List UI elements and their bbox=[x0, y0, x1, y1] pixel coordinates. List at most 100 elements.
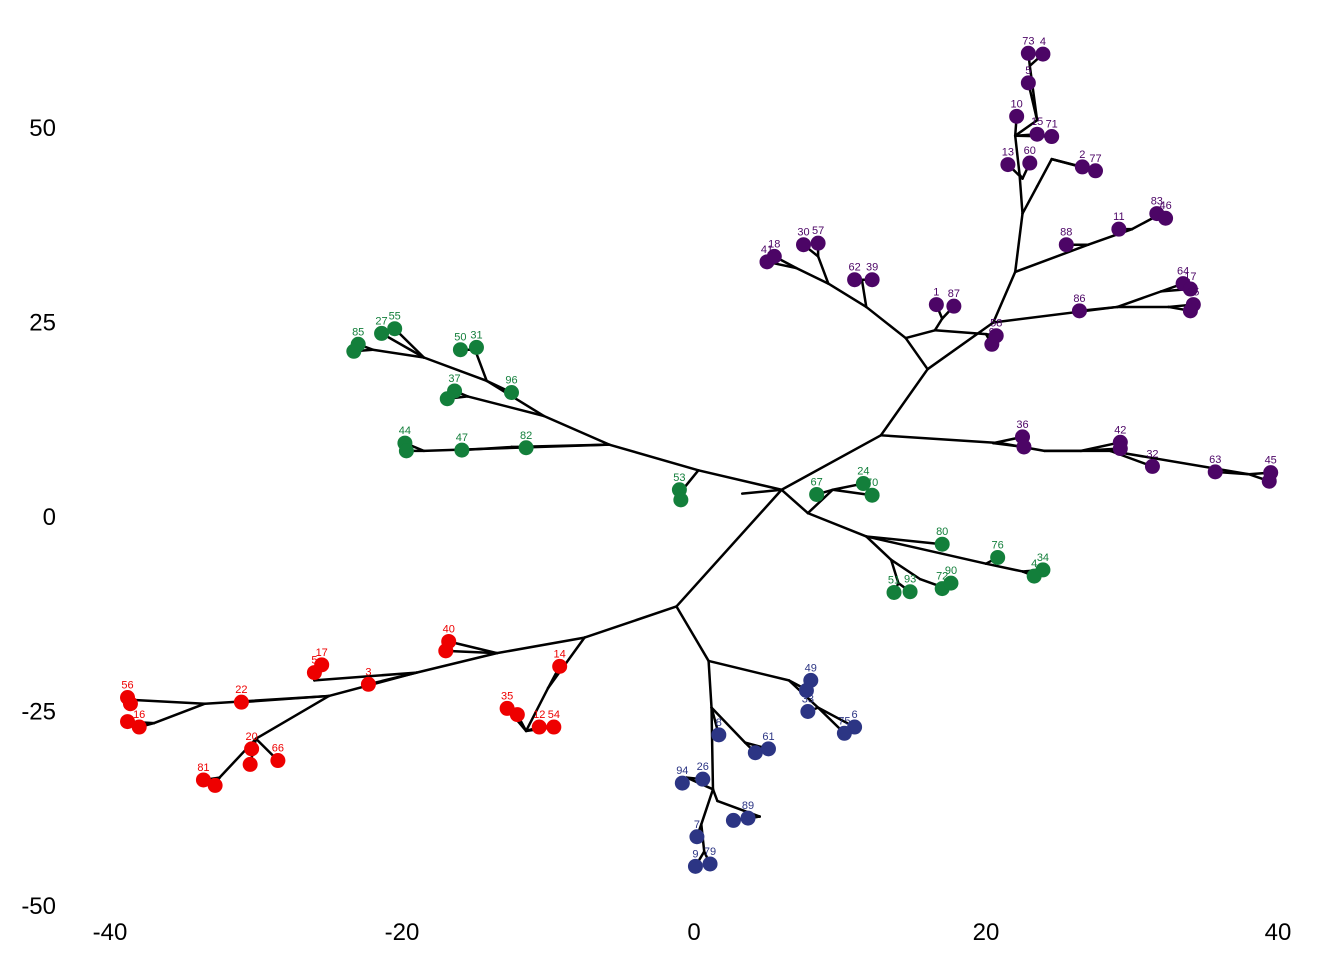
tree-edge bbox=[879, 367, 929, 437]
leaf-label: 10 bbox=[1011, 98, 1023, 110]
leaf-point bbox=[120, 714, 136, 730]
tree-edge bbox=[879, 434, 1002, 445]
tree-edge bbox=[889, 558, 922, 581]
leaf-label: 9 bbox=[692, 848, 698, 860]
leaf-label: 31 bbox=[470, 329, 482, 341]
leaf-point bbox=[1144, 458, 1160, 474]
tree-edge bbox=[152, 702, 207, 725]
leaf-point bbox=[928, 297, 944, 313]
leaf-label: 80 bbox=[936, 526, 948, 538]
leaf-point bbox=[1022, 155, 1038, 171]
leaf-label: 94 bbox=[676, 765, 688, 777]
leaf-edge bbox=[444, 649, 499, 655]
leaf-point bbox=[1112, 441, 1128, 457]
leaf-label: 62 bbox=[848, 262, 860, 274]
leaf-label: 72 bbox=[936, 571, 948, 583]
leaf-point bbox=[1029, 126, 1045, 142]
leaf-label: 7 bbox=[694, 819, 700, 831]
tree-edge bbox=[710, 706, 715, 791]
tree-edge bbox=[313, 671, 418, 682]
leaf-point bbox=[306, 665, 322, 681]
leaf-point bbox=[518, 440, 534, 456]
leaf-point bbox=[531, 719, 547, 735]
leaf-label: 90 bbox=[945, 565, 957, 577]
x-tick-label: 20 bbox=[973, 919, 1000, 946]
leaf-label: 58 bbox=[990, 318, 1002, 330]
tree-edge bbox=[415, 651, 499, 674]
leaf-label: 4 bbox=[1040, 36, 1046, 48]
leaf-point bbox=[122, 696, 138, 712]
tree-edge bbox=[524, 686, 550, 733]
leaf-label: 73 bbox=[1022, 35, 1034, 47]
leaf-label: 56 bbox=[121, 679, 133, 691]
tree-edge bbox=[1108, 449, 1251, 476]
tree-edge bbox=[473, 348, 488, 383]
leaf-point bbox=[195, 772, 211, 788]
leaf-point bbox=[504, 385, 519, 401]
leaf-point bbox=[270, 753, 286, 769]
leaf-edge bbox=[865, 535, 944, 546]
tree-edge bbox=[1018, 173, 1024, 215]
leaf-point bbox=[1111, 221, 1127, 237]
leaf-point bbox=[934, 536, 950, 552]
tree-edge bbox=[1116, 290, 1163, 309]
tree-edge bbox=[254, 694, 331, 740]
y-tick-label: -25 bbox=[21, 699, 56, 726]
tree-edge bbox=[1013, 118, 1039, 138]
leaf-label: 61 bbox=[762, 731, 774, 743]
tree-edge bbox=[422, 356, 488, 383]
x-axis: -40 -20 0 20 40 bbox=[93, 919, 1292, 946]
leaf-point bbox=[689, 829, 705, 845]
leaf-point bbox=[810, 235, 826, 251]
tree-edge bbox=[697, 469, 783, 492]
leaf-label: 3 bbox=[365, 666, 371, 678]
tree-edge bbox=[889, 558, 900, 585]
leaf-label: 51 bbox=[888, 574, 900, 586]
leaf-point bbox=[1074, 159, 1090, 175]
leaf-point bbox=[740, 810, 756, 826]
leaf-point bbox=[766, 248, 782, 264]
leaf-edge bbox=[240, 694, 331, 704]
leaf-point bbox=[864, 272, 880, 288]
leaf-point bbox=[131, 719, 147, 735]
leaf-point bbox=[1000, 157, 1016, 173]
leaf-label: 36 bbox=[1016, 419, 1028, 431]
leaf-label: 53 bbox=[673, 472, 685, 484]
tree-edge bbox=[780, 488, 810, 515]
leaf-label: 47 bbox=[456, 432, 468, 444]
leaf-point bbox=[886, 584, 902, 600]
tree-edge bbox=[904, 329, 937, 340]
tree-edge bbox=[794, 266, 830, 285]
leaf-point bbox=[1207, 464, 1223, 480]
tree-edge bbox=[1013, 134, 1021, 176]
tree-edge bbox=[495, 636, 586, 655]
leaf-label: 82 bbox=[520, 430, 532, 442]
leaf-label: 60 bbox=[1024, 145, 1036, 157]
leaf-point bbox=[711, 727, 727, 743]
tree-edge bbox=[865, 535, 893, 562]
leaf-label: 33 bbox=[802, 694, 814, 706]
leaf-point bbox=[509, 707, 525, 723]
leaf-label: 13 bbox=[1002, 147, 1014, 159]
tree-edge bbox=[827, 282, 868, 309]
leaf-point bbox=[552, 658, 568, 674]
leaf-edge bbox=[380, 332, 426, 359]
leaf-point bbox=[988, 328, 1004, 344]
leaf-point bbox=[695, 771, 711, 787]
tree-edge bbox=[1021, 185, 1039, 215]
points-layer bbox=[120, 45, 1279, 874]
leaf-label: 30 bbox=[797, 227, 809, 239]
tree-edge bbox=[1013, 243, 1090, 274]
leaf-point bbox=[798, 682, 814, 698]
leaf-point bbox=[398, 443, 414, 459]
tree-edge bbox=[371, 348, 426, 359]
leaf-point bbox=[1182, 303, 1198, 319]
tree-edge bbox=[675, 605, 710, 663]
leaf-label: 22 bbox=[235, 684, 247, 696]
leaf-edge bbox=[460, 445, 513, 452]
leaf-point bbox=[1020, 45, 1036, 61]
tree-edge bbox=[865, 305, 907, 340]
